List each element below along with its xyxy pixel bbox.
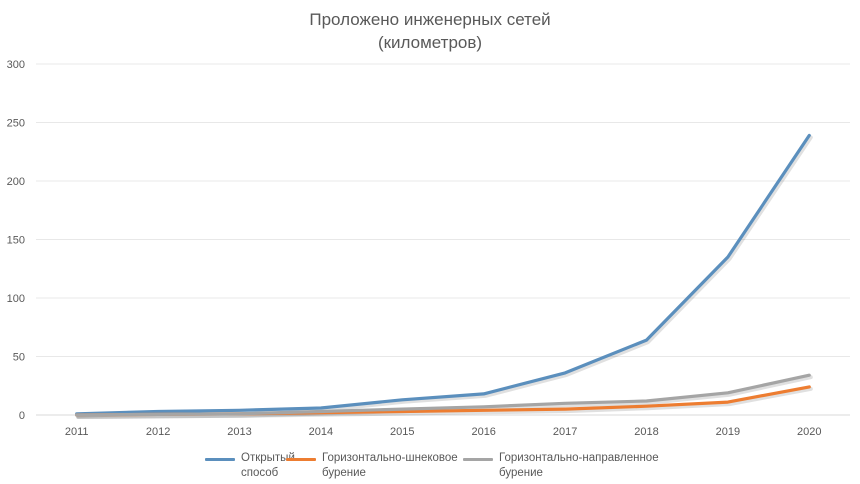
legend-label-directional: Горизонтально-направленное бурение [499,451,659,481]
chart-title-line-2: (километров) [377,33,483,52]
x-tick-label-2020: 2020 [797,426,821,438]
legend-label-auger: Горизонтально-шнековое бурение [322,451,458,481]
legend-item-auger: Горизонтально-шнековое бурение [286,451,458,481]
y-tick-label-150: 150 [7,235,25,247]
legend-item-directional: Горизонтально-направленное бурение [463,451,659,481]
legend-label-auger-line-2: бурение [322,467,366,479]
legend: Открытый способ Горизонтально-шнековое б… [0,451,860,483]
x-tick-label-2012: 2012 [146,426,170,438]
x-tick-label-2014: 2014 [309,426,333,438]
y-tick-label-250: 250 [7,118,25,130]
x-tick-label-2016: 2016 [471,426,495,438]
legend-swatch-directional [463,458,493,461]
y-tick-label-300: 300 [7,59,25,71]
y-tick-label-200: 200 [7,176,25,188]
x-tick-label-2011: 2011 [65,426,89,438]
legend-item-open: Открытый способ [205,451,295,481]
legend-label-directional-line-2: бурение [499,467,543,479]
line-chart: 0 50 100 150 200 250 300 2011 2012 2013 2014 2015 20… [7,59,850,438]
legend-swatch-open [205,458,235,461]
series-line-2 [75,373,811,417]
x-tick-label-2017: 2017 [553,426,577,438]
y-tick-label-50: 50 [13,352,25,364]
legend-label-auger-line-1: Горизонтально-шнековое [322,452,458,464]
y-tick-label-100: 100 [7,293,25,305]
x-tick-label-2019: 2019 [716,426,740,438]
y-tick-label-0: 0 [19,410,25,422]
x-tick-label-2015: 2015 [390,426,414,438]
chart-title: Проложено инженерных сетей (километров) [0,8,860,54]
series-line-0 [75,133,811,416]
chart-title-line-1: Проложено инженерных сетей [309,10,551,29]
series-shadow-0 [76,135,813,418]
legend-swatch-auger [286,458,316,461]
legend-label-open: Открытый способ [241,451,295,481]
legend-label-open-line-1: Открытый [241,452,295,464]
legend-label-open-line-2: способ [241,467,279,479]
x-tick-label-2013: 2013 [227,426,251,438]
series-shadow-1 [76,386,813,419]
legend-label-directional-line-1: Горизонтально-направленное [499,452,659,464]
x-tick-label-2018: 2018 [634,426,658,438]
